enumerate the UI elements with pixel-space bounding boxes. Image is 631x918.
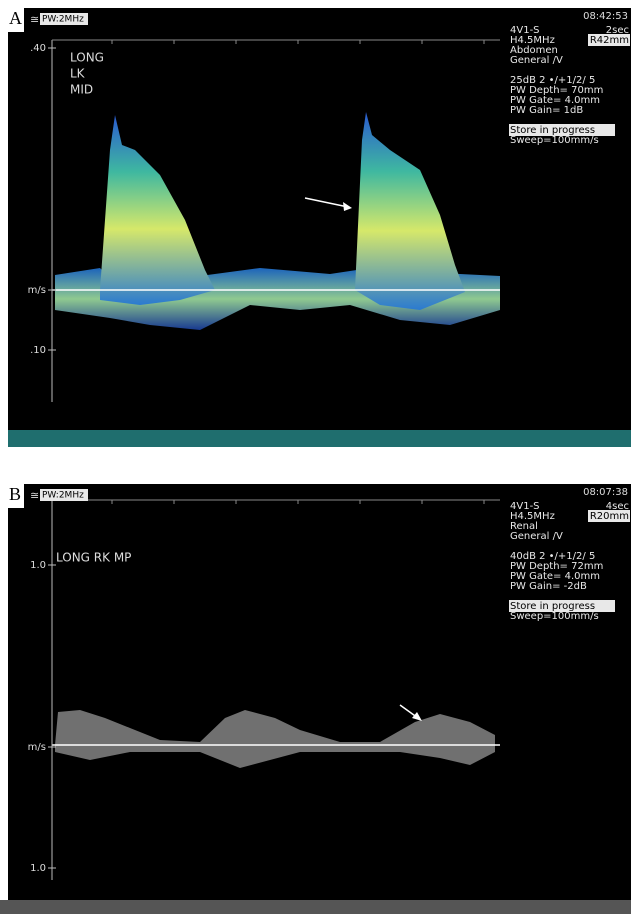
annotation: LONG: [70, 51, 104, 65]
mode: PW:2MHz: [42, 15, 84, 25]
info-text: Sweep=100mm/s: [510, 135, 599, 146]
icon: ≅: [30, 13, 39, 26]
info-text: General /V: [510, 531, 563, 542]
scale-label: m/s: [28, 285, 46, 296]
scale-label: .10: [30, 345, 46, 356]
info-text: R42mm: [590, 35, 629, 46]
info-text: Sweep=100mm/s: [510, 611, 599, 622]
status-bar: [0, 900, 631, 914]
panel-b-screen: [8, 484, 631, 900]
clock: 08:42:53: [583, 11, 628, 22]
annotation: MID: [70, 83, 93, 97]
scale-label: m/s: [28, 742, 46, 753]
scale-label: .40: [30, 43, 46, 54]
info-text: PW Gain= -2dB: [510, 581, 587, 592]
scale-label: 1.0: [30, 560, 46, 571]
annotation: LK: [70, 67, 86, 81]
mode: PW:2MHz: [42, 491, 84, 501]
panel-label: A: [9, 8, 22, 28]
ultrasound-figure: A≅PW:2MHz08:42:53.40m/s.10LONGLKMID4V1-S…: [0, 0, 631, 914]
scale-label: 1.0: [30, 863, 46, 874]
icon: ≅: [30, 489, 39, 502]
info-text: PW Gain= 1dB: [510, 105, 583, 116]
panel-a-screen: [8, 8, 631, 430]
info-text: General /V: [510, 55, 563, 66]
clock: 08:07:38: [583, 487, 628, 498]
panel-label: B: [9, 484, 21, 504]
info-text: R20mm: [590, 511, 629, 522]
status-bar: [8, 430, 631, 447]
annotation: LONG RK MP: [56, 551, 131, 565]
